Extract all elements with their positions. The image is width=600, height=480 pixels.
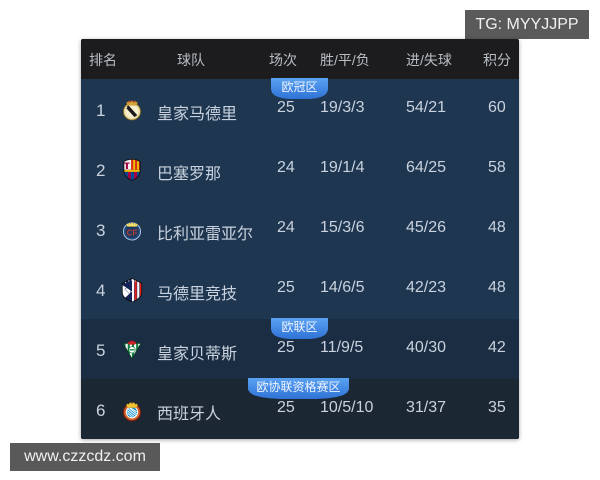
svg-text:CF: CF — [127, 229, 138, 238]
